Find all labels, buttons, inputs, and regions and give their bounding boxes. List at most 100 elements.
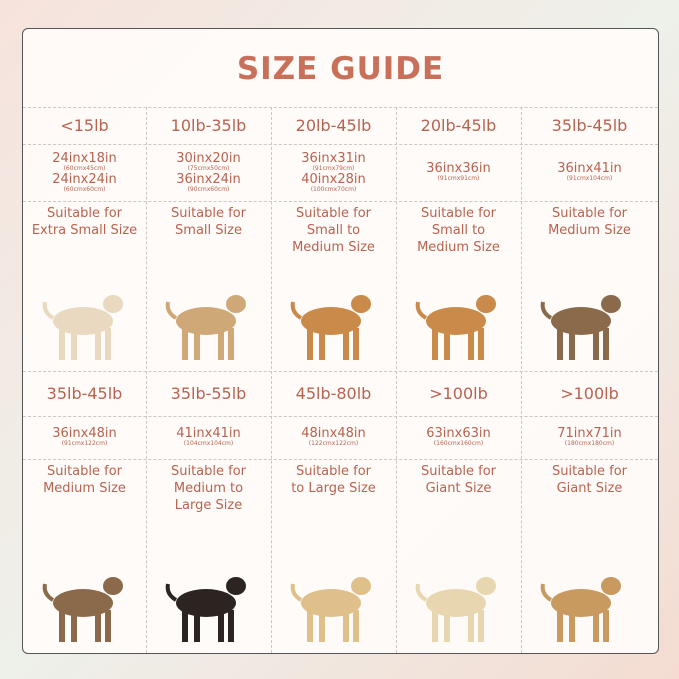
suitability-line: Suitable for <box>551 206 628 221</box>
suitability: Suitable for Giant Size <box>521 463 658 497</box>
size-block: 24inx18in (60cmx45cm) 24inx24in (60cmx60cm) <box>23 152 146 194</box>
size-block: 36inx31in (91cmx79cm) 40inx28in (100cmx70cm… <box>271 152 396 194</box>
dog-illustration <box>290 295 371 360</box>
size-inches: 71inx71in <box>557 426 622 441</box>
weight: >100lb <box>560 383 619 403</box>
suitability-line: Suitable for <box>295 464 372 479</box>
size-cm: (60cmx45cm) <box>63 164 106 172</box>
size-cell: 35lb-55lb 41inx41in (104cmx104cm) Suitable … <box>146 371 271 653</box>
row-divider <box>23 459 658 460</box>
suitability-line: Suitable for <box>46 206 123 221</box>
size-inches: 24inx24in <box>52 171 117 187</box>
suitability-line: Extra Small Size <box>31 223 138 238</box>
size-cell: >100lb 71inx71in (180cmx180cm) Suitable for… <box>521 371 658 653</box>
dog-illustration <box>165 577 246 642</box>
size-cm: (91cmx91cm) <box>437 175 480 182</box>
size-cm: (60cmx60cm) <box>63 185 106 193</box>
size-inches: 30inx20in <box>176 150 241 166</box>
size-inches: 36inx36in <box>426 161 491 176</box>
size-cm: (91cmx104cm) <box>566 175 613 182</box>
size-cm: (160cmx160cm) <box>433 440 484 447</box>
suitability-line: Suitable for <box>420 464 497 479</box>
size-cm: (180cmx180cm) <box>564 440 615 447</box>
suitability: Suitable for to Large Size <box>271 463 396 497</box>
size-block: 36inx41in (91cmx104cm) <box>521 162 658 183</box>
size-block: 30inx20in (75cmx50cm) 36inx24in (90cmx60cm) <box>146 152 271 194</box>
size-cell: 35lb-45lb 36inx48in (91cmx122cm) Suitable f… <box>23 371 146 653</box>
size-inches: 40inx28in <box>301 171 366 187</box>
size-cm: (100cmx70cm) <box>310 185 357 193</box>
dog-illustration <box>540 577 621 642</box>
suitability-line: Suitable for <box>295 206 372 221</box>
title: SIZE GUIDE <box>236 51 445 87</box>
suitability: Suitable for Extra Small Size <box>23 205 146 239</box>
dog-illustration <box>415 577 496 642</box>
size-guide-card: SIZE GUIDE <15lb 24inx18in (60cmx45cm) 24in… <box>22 28 659 654</box>
suitability: Suitable for Small to Medium Size <box>396 205 521 256</box>
suitability-line: Medium Size <box>417 240 500 255</box>
size-cell: >100lb 63inx63in (160cmx160cm) Suitable for… <box>396 371 521 653</box>
weight: 10lb-35lb <box>170 115 247 135</box>
size-inches: 36inx41in <box>557 161 622 176</box>
size-block: 63inx63in (160cmx160cm) <box>396 427 521 448</box>
column-divider <box>521 107 522 653</box>
size-cm: (104cmx104cm) <box>183 440 234 447</box>
dog-illustration <box>42 295 123 360</box>
suitability-line: Giant Size <box>425 481 492 496</box>
weight: 45lb-80lb <box>295 383 372 403</box>
size-inches: 36inx24in <box>176 171 241 187</box>
size-block: 36inx48in (91cmx122cm) <box>23 427 146 448</box>
size-cm: (91cmx122cm) <box>61 440 108 447</box>
suitability-line: Suitable for <box>170 206 247 221</box>
size-inches: 63inx63in <box>426 426 491 441</box>
suitability-line: Large Size <box>174 498 243 513</box>
size-inches: 24inx18in <box>52 150 117 166</box>
size-cell: 20lb-45lb 36inx31in (91cmx79cm) 40inx28in (1… <box>271 107 396 371</box>
dog-illustration <box>290 577 371 642</box>
suitability-line: Suitable for <box>170 464 247 479</box>
weight: <15lb <box>60 115 109 135</box>
size-cm: (122cmx122cm) <box>308 440 359 447</box>
size-inches: 41inx41in <box>176 426 241 441</box>
suitability-line: Small to <box>306 223 361 238</box>
size-cell: 20lb-45lb 36inx36in (91cmx91cm) Suitable fo… <box>396 107 521 371</box>
dog-illustration <box>540 295 621 360</box>
weight: 35lb-45lb <box>46 383 123 403</box>
dog-illustration <box>42 577 123 642</box>
row-divider <box>23 144 658 145</box>
suitability: Suitable for Medium to Large Size <box>146 463 271 514</box>
suitability: Suitable for Medium Size <box>23 463 146 497</box>
size-cell: 45lb-80lb 48inx48in (122cmx122cm) Suitable … <box>271 371 396 653</box>
suitability-line: Small Size <box>175 223 242 238</box>
weight: 35lb-55lb <box>170 383 247 403</box>
size-cm: (91cmx79cm) <box>312 164 355 172</box>
suitability: Suitable for Small Size <box>146 205 271 239</box>
column-divider <box>146 107 147 653</box>
row-divider <box>23 201 658 202</box>
size-inches: 36inx48in <box>52 426 117 441</box>
size-inches: 48inx48in <box>301 426 366 441</box>
size-inches: 36inx31in <box>301 150 366 166</box>
weight: 20lb-45lb <box>420 115 497 135</box>
weight: 35lb-45lb <box>551 115 628 135</box>
column-divider <box>271 107 272 653</box>
size-cm: (90cmx60cm) <box>187 185 230 193</box>
suitability-line: Suitable for <box>46 464 123 479</box>
column-divider <box>396 107 397 653</box>
size-cell: <15lb 24inx18in (60cmx45cm) 24inx24in (60cmx… <box>23 107 146 371</box>
row-divider <box>23 107 658 108</box>
weight: >100lb <box>429 383 488 403</box>
size-block: 36inx36in (91cmx91cm) <box>396 162 521 183</box>
suitability-line: to Large Size <box>291 481 376 496</box>
suitability: Suitable for Giant Size <box>396 463 521 497</box>
row-divider <box>23 371 658 372</box>
size-cell: 10lb-35lb 30inx20in (75cmx50cm) 36inx24in (9… <box>146 107 271 371</box>
suitability-line: Medium Size <box>292 240 375 255</box>
dog-illustration <box>165 295 246 360</box>
suitability-line: Suitable for <box>551 464 628 479</box>
size-block: 71inx71in (180cmx180cm) <box>521 427 658 448</box>
dog-illustration <box>415 295 496 360</box>
size-block: 41inx41in (104cmx104cm) <box>146 427 271 448</box>
suitability: Suitable for Medium Size <box>521 205 658 239</box>
